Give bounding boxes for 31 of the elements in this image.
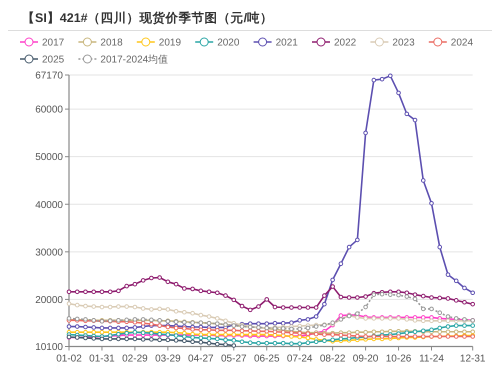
legend-item: 2025 (42, 54, 64, 66)
xtick: 08-22 (320, 354, 346, 364)
xtick: 06-25 (254, 354, 280, 364)
legend-item: 2024 (450, 38, 474, 48)
xtick: 05-27 (220, 354, 247, 364)
xtick: 10-26 (386, 354, 412, 364)
xtick: 01-02 (56, 354, 82, 364)
xtick: 11-24 (419, 354, 444, 364)
legend-item: 2017-2024均值 (100, 54, 168, 66)
legend-item: 2023 (392, 38, 415, 48)
ytick: 67170 (35, 70, 63, 82)
legend-item: 2018 (100, 38, 123, 48)
legend-item: 2021 (276, 38, 298, 48)
legend-item: 2022 (334, 38, 356, 48)
ytick: 30000 (35, 247, 63, 258)
xtick: 04-27 (188, 354, 214, 364)
xtick: 01-31 (89, 354, 115, 364)
ytick: 60000 (35, 104, 63, 116)
ytick: 20000 (35, 294, 63, 306)
xtick: 02-29 (122, 354, 148, 364)
xtick: 09-20 (352, 354, 378, 364)
xtick: 07-24 (286, 354, 312, 364)
ytick: 10100 (35, 342, 63, 353)
ytick: 40000 (35, 200, 63, 211)
xtick: 12-31 (460, 354, 486, 364)
legend-item: 2019 (158, 38, 182, 48)
title: 【SI】421#（四川）现货价季节图（元/吨） (22, 11, 274, 25)
ytick: 50000 (35, 152, 63, 164)
xtick: 03-29 (155, 354, 181, 364)
legend-item: 2020 (217, 38, 240, 48)
legend-item: 2017 (42, 38, 64, 48)
